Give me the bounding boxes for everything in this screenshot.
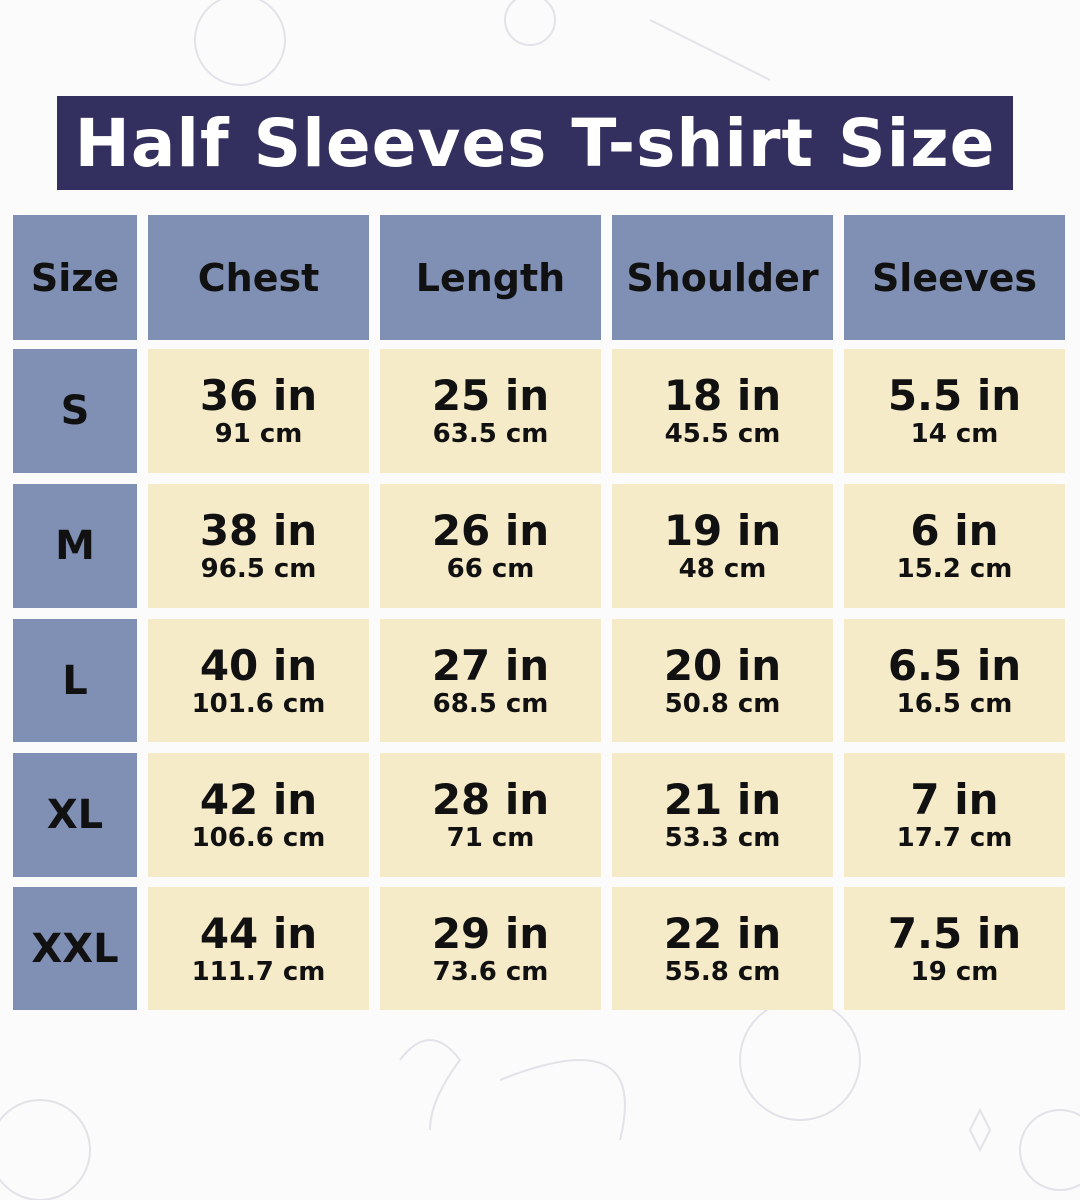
centimeters-value: 68.5 cm [432, 688, 549, 719]
inches-value: 42 in [199, 775, 318, 824]
size-label: S [60, 388, 90, 434]
column-header: Shoulder [612, 215, 833, 340]
inches-value: 7.5 in [887, 908, 1022, 958]
centimeters-value: 71 cm [446, 823, 535, 853]
inches-value: 36 in [199, 371, 318, 420]
measurement-cell: 44 in 111.7 cm [148, 887, 369, 1010]
page-title: Half Sleeves T-shirt Size [57, 96, 1013, 190]
inches-value: 6.5 in [887, 640, 1022, 690]
size-label-cell: M [13, 484, 137, 608]
measurement-cell: 38 in 96.5 cm [148, 484, 369, 608]
measurement-cell: 20 in 50.8 cm [612, 619, 833, 742]
inches-value: 28 in [431, 775, 550, 824]
centimeters-value: 15.2 cm [896, 554, 1013, 584]
inches-value: 25 in [431, 371, 550, 420]
column-header-label: Size [30, 255, 120, 300]
measurement-cell: 6 in 15.2 cm [844, 484, 1065, 608]
inches-value: 6 in [910, 506, 999, 555]
column-header: Length [380, 215, 601, 340]
measurement-cell: 40 in 101.6 cm [148, 619, 369, 742]
size-label-cell: XL [13, 753, 137, 877]
measurement-cell: 27 in 68.5 cm [380, 619, 601, 742]
column-header-label: Shoulder [626, 255, 819, 300]
inches-value: 18 in [663, 371, 782, 420]
measurement-cell: 28 in 71 cm [380, 753, 601, 877]
centimeters-value: 16.5 cm [896, 688, 1013, 719]
measurement-cell: 7.5 in 19 cm [844, 887, 1065, 1010]
centimeters-value: 106.6 cm [191, 823, 326, 853]
inches-value: 22 in [663, 908, 782, 958]
size-label: M [55, 523, 95, 569]
size-label: L [62, 657, 88, 704]
measurement-cell: 25 in 63.5 cm [380, 349, 601, 473]
column-header: Chest [148, 215, 369, 340]
centimeters-value: 50.8 cm [664, 688, 781, 719]
centimeters-value: 45.5 cm [664, 419, 781, 449]
measurement-cell: 29 in 73.6 cm [380, 887, 601, 1010]
measurement-cell: 6.5 in 16.5 cm [844, 619, 1065, 742]
inches-value: 7 in [910, 775, 999, 824]
inches-value: 5.5 in [887, 371, 1022, 420]
measurement-cell: 18 in 45.5 cm [612, 349, 833, 473]
measurement-cell: 36 in 91 cm [148, 349, 369, 473]
measurement-cell: 5.5 in 14 cm [844, 349, 1065, 473]
centimeters-value: 48 cm [678, 554, 767, 584]
centimeters-value: 91 cm [214, 419, 303, 449]
measurement-cell: 21 in 53.3 cm [612, 753, 833, 877]
size-label: XXL [31, 925, 119, 972]
centimeters-value: 66 cm [446, 554, 535, 584]
centimeters-value: 111.7 cm [191, 956, 326, 987]
inches-value: 21 in [663, 775, 782, 824]
inches-value: 40 in [199, 640, 318, 690]
centimeters-value: 55.8 cm [664, 956, 781, 987]
size-label: XL [46, 792, 104, 838]
column-header: Size [13, 215, 137, 340]
size-label-cell: L [13, 619, 137, 742]
centimeters-value: 17.7 cm [896, 823, 1013, 853]
centimeters-value: 73.6 cm [432, 956, 549, 987]
column-header: Sleeves [844, 215, 1065, 340]
centimeters-value: 101.6 cm [191, 688, 326, 719]
measurement-cell: 22 in 55.8 cm [612, 887, 833, 1010]
inches-value: 29 in [431, 908, 550, 958]
measurement-cell: 26 in 66 cm [380, 484, 601, 608]
inches-value: 19 in [663, 506, 782, 555]
measurement-cell: 19 in 48 cm [612, 484, 833, 608]
column-header-label: Chest [197, 255, 320, 300]
centimeters-value: 63.5 cm [432, 419, 549, 449]
inches-value: 20 in [663, 640, 782, 690]
measurement-cell: 42 in 106.6 cm [148, 753, 369, 877]
inches-value: 38 in [199, 506, 318, 555]
centimeters-value: 14 cm [910, 419, 999, 449]
centimeters-value: 96.5 cm [200, 554, 317, 584]
column-header-label: Sleeves [871, 255, 1038, 300]
inches-value: 27 in [431, 640, 550, 690]
size-label-cell: XXL [13, 887, 137, 1010]
measurement-cell: 7 in 17.7 cm [844, 753, 1065, 877]
inches-value: 26 in [431, 506, 550, 555]
column-header-label: Length [415, 255, 566, 300]
centimeters-value: 19 cm [910, 956, 999, 987]
inches-value: 44 in [199, 908, 318, 958]
centimeters-value: 53.3 cm [664, 823, 781, 853]
size-label-cell: S [13, 349, 137, 473]
